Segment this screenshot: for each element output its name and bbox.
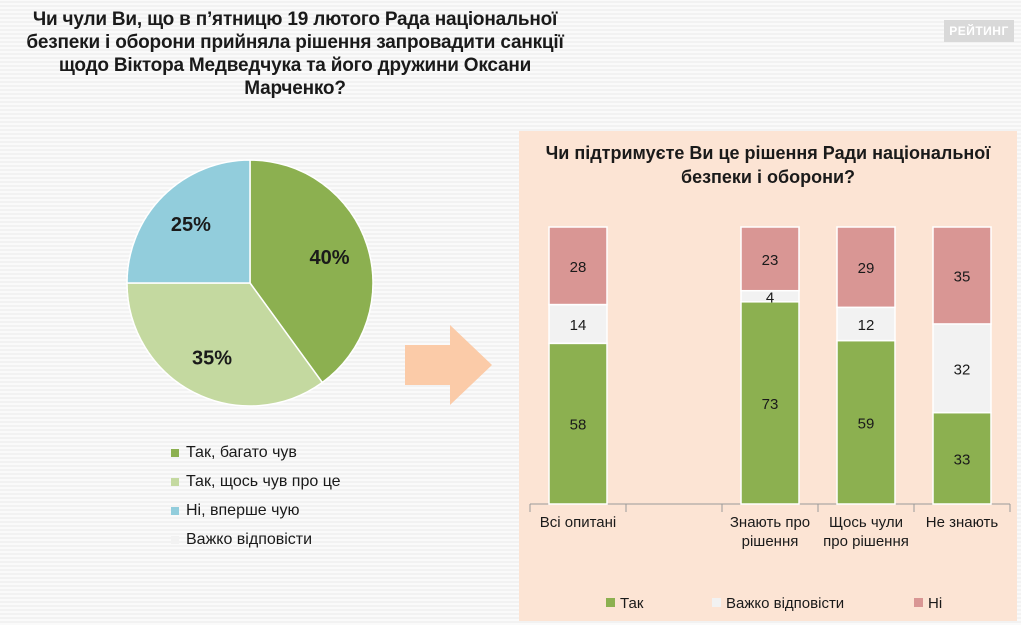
pie-legend: Так, багато чув Так, щось чув про це Ні, в… xyxy=(171,438,341,554)
pie-title-line: безпеки і оборони прийняла рішення запро… xyxy=(26,32,564,53)
legend-label: Так, багато чув xyxy=(186,443,297,461)
bar-title-line: безпеки і оборони? xyxy=(680,167,856,187)
bar-chart-title: Чи підтримуєте Ви це рішення Ради націон… xyxy=(519,141,1017,189)
legend-label: Так, щось чув про це xyxy=(186,472,341,490)
bar-title-line: Чи підтримуєте Ви це рішення Ради націон… xyxy=(545,143,991,163)
pie-title-line: Марченко? xyxy=(244,78,346,99)
category-label: Не знають xyxy=(926,514,999,531)
pie-slice xyxy=(126,282,324,407)
legend-swatch xyxy=(171,477,179,486)
bar-segment xyxy=(548,342,608,505)
bar-legend-label: Важко відповісти xyxy=(726,595,844,612)
legend-label: Ні, вперше чую xyxy=(186,501,300,519)
bar-value-label: 23 xyxy=(762,252,779,269)
category-label: Знають про xyxy=(730,514,810,531)
bar-segment xyxy=(932,411,992,505)
bar-legend-swatch xyxy=(914,598,923,607)
legend-swatch xyxy=(171,506,179,515)
category-label: про рішення xyxy=(823,533,909,550)
pie-chart-title: Чи чули Ви, що в п’ятницю 19 лютого Рада… xyxy=(0,8,590,100)
bar-segment xyxy=(740,226,800,292)
legend-item: Так, багато чув xyxy=(171,438,341,467)
arrow-right-icon xyxy=(405,325,492,405)
bar-value-label: 12 xyxy=(858,317,875,334)
bar-value-label: 59 xyxy=(858,415,875,432)
category-label: Всі опитані xyxy=(540,514,617,531)
legend-item: Так, щось чув про це xyxy=(171,467,341,496)
brand-badge: РЕЙТИНГ xyxy=(944,20,1014,42)
bar-legend-swatch xyxy=(606,598,615,607)
bar-value-label: 33 xyxy=(954,451,971,468)
bar-legend-label: Так xyxy=(620,595,644,612)
legend-swatch xyxy=(171,535,179,544)
pie-slice xyxy=(126,159,251,284)
bar-value-label: 29 xyxy=(858,260,875,277)
bar-legend-label: Ні xyxy=(928,595,942,612)
bar-value-label: 32 xyxy=(954,361,971,378)
bar-segment xyxy=(836,226,896,309)
pie-title-line: щодо Віктора Медведчука та його дружини … xyxy=(58,55,532,76)
bar-value-label: 28 xyxy=(570,259,587,276)
legend-item: Ні, вперше чую xyxy=(171,496,341,525)
bar-value-label: 35 xyxy=(954,268,971,285)
bar-segment xyxy=(932,226,992,325)
pie-chart: 40% 35% 25% xyxy=(126,159,374,407)
bar-value-label: 73 xyxy=(762,396,779,413)
bar-segment xyxy=(836,339,896,505)
category-label: рішення xyxy=(742,533,799,550)
legend-item: Важко відповісти xyxy=(171,525,341,554)
bar-legend-swatch xyxy=(712,598,721,607)
legend-label: Важко відповісти xyxy=(186,530,313,548)
pie-slice-label: 40% xyxy=(310,247,350,269)
pie-title-line: Чи чули Ви, що в п’ятницю 19 лютого Рада… xyxy=(32,9,558,30)
pie-slice-label: 35% xyxy=(192,348,232,370)
category-label: Щось чули xyxy=(829,514,903,531)
bar-segment xyxy=(836,306,896,342)
pie-slice xyxy=(249,159,374,384)
bar-value-label: 4 xyxy=(766,289,774,306)
bar-segment xyxy=(548,226,608,306)
pie-slice-label: 25% xyxy=(171,214,211,236)
bar-value-label: 58 xyxy=(570,417,587,434)
legend-swatch xyxy=(171,448,179,457)
bar-value-label: 14 xyxy=(570,317,587,334)
bar-segment xyxy=(932,323,992,414)
